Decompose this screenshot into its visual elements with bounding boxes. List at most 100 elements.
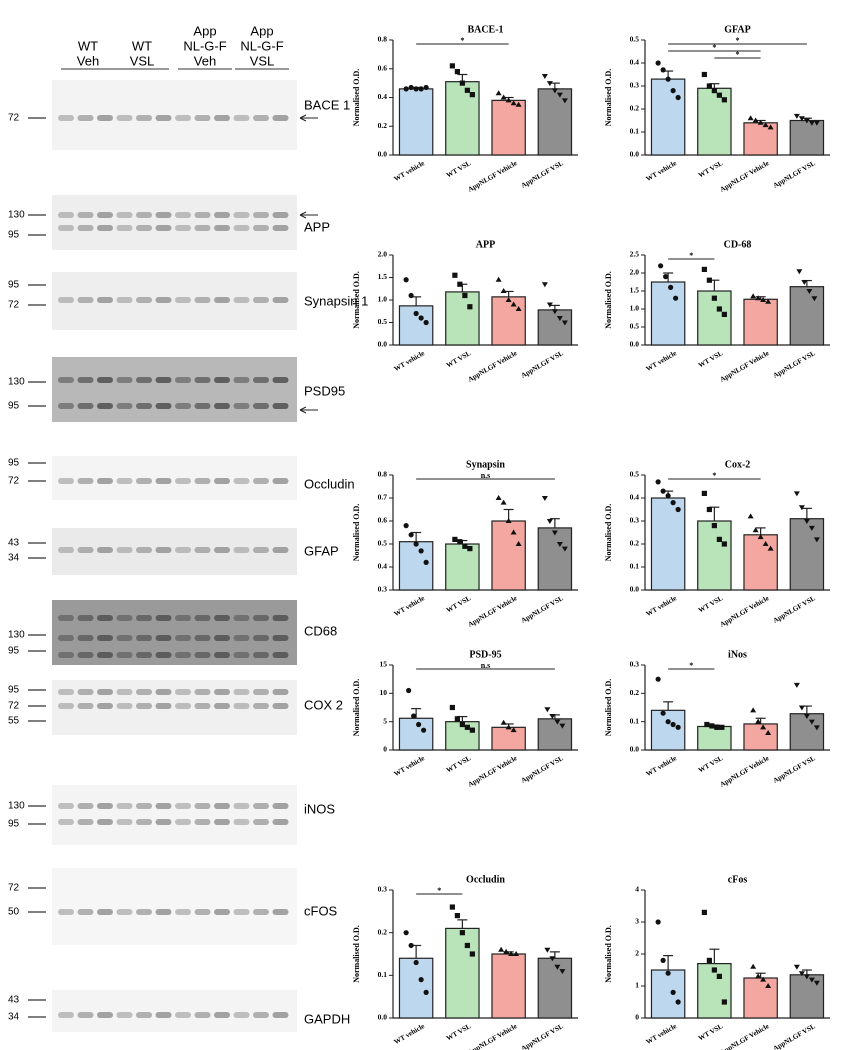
blot-band [155, 478, 172, 484]
data-point [510, 100, 517, 106]
data-point [806, 289, 813, 294]
data-point [701, 909, 707, 915]
data-point [559, 969, 566, 975]
data-point [701, 266, 707, 272]
data-point [561, 98, 568, 104]
blot-band [136, 1012, 152, 1018]
bar [697, 725, 732, 751]
blot-band [194, 615, 211, 621]
blot-band [116, 689, 133, 695]
x-tick-label: WT vehicle [645, 159, 678, 183]
data-point [801, 280, 808, 285]
bar [697, 962, 732, 1019]
blot-band [155, 377, 172, 383]
data-point [752, 527, 759, 533]
y-tick-label: 0.5 [378, 539, 388, 548]
y-axis-label: Normalised O.D. [352, 69, 361, 127]
y-tick-label: 2.0 [630, 268, 640, 277]
mw-marker-label: 43 [8, 995, 20, 1006]
blot-band [194, 115, 211, 121]
x-tick-label: WT VSL [445, 594, 472, 614]
blot-band [214, 212, 230, 218]
x-tick-label: AppNLGF Vehicle [719, 594, 771, 629]
blot-band [253, 652, 269, 658]
blot-band [175, 703, 191, 709]
data-point [660, 488, 666, 494]
chart-title: APP [476, 239, 495, 250]
data-point [457, 281, 463, 287]
blot-band [77, 652, 94, 658]
y-tick-label: 0.5 [630, 322, 640, 331]
mw-marker-label: 95 [8, 280, 20, 291]
data-point [803, 118, 810, 124]
data-point [495, 90, 502, 96]
x-tick-label: AppNLGF VSL [520, 754, 565, 785]
data-point [500, 499, 507, 505]
data-point [793, 491, 800, 497]
y-tick-label: 0.2 [378, 927, 388, 936]
y-tick-label: 0.5 [378, 317, 388, 326]
blot-label: APP [304, 219, 330, 234]
x-tick-label: AppNLGF Vehicle [467, 159, 519, 194]
y-axis-label: Normalised O.D. [604, 271, 613, 329]
data-point [505, 97, 512, 103]
blot-band [272, 297, 289, 303]
bar [398, 957, 434, 1019]
blot-band [194, 689, 211, 695]
data-point [813, 980, 820, 986]
blot-band [116, 225, 133, 231]
blot-band [97, 689, 113, 695]
blot-band [77, 478, 94, 484]
y-tick-label: 0.7 [378, 493, 388, 502]
blot-band [253, 225, 269, 231]
blot-band [272, 689, 289, 695]
x-tick-label: AppNLGF VSL [772, 754, 817, 785]
blot-band [214, 703, 230, 709]
blot-band [116, 819, 133, 825]
data-point [760, 724, 767, 730]
blot-band [175, 1012, 191, 1018]
data-point [449, 704, 455, 711]
data-point [541, 282, 548, 288]
y-tick-label: 0.0 [630, 745, 640, 754]
data-point [706, 957, 712, 963]
data-point [670, 721, 676, 728]
y-axis-label: Normalised O.D. [352, 504, 361, 562]
data-point [668, 284, 674, 290]
y-axis-label: Normalised O.D. [352, 679, 361, 737]
data-point [418, 548, 424, 554]
x-tick-label: WT VSL [445, 349, 472, 369]
y-tick-label: 0.3 [630, 81, 640, 90]
bar [445, 927, 480, 1019]
blot-band [233, 635, 250, 641]
data-point [454, 913, 460, 919]
bar [398, 88, 434, 156]
data-point [403, 86, 409, 92]
data-point [403, 277, 409, 283]
data-point [498, 946, 505, 952]
blot-label: Occludin [304, 476, 355, 491]
y-tick-label: 0.4 [630, 58, 640, 67]
blot-band [58, 803, 74, 809]
data-point [423, 319, 429, 326]
blot-band [272, 115, 289, 121]
x-tick-label: AppNLGF VSL [772, 594, 817, 625]
data-point [449, 904, 455, 910]
blot-panel: WTVehWTVSLAppNL-G-FVehAppNL-G-FVSL72BACE… [8, 23, 368, 1032]
x-tick-label: AppNLGF VSL [772, 1022, 817, 1050]
data-point [798, 116, 805, 122]
blot-band [77, 1012, 94, 1018]
blot-band [175, 377, 191, 383]
blot-band [233, 377, 250, 383]
x-tick-label: AppNLGF VSL [520, 594, 565, 625]
y-tick-label: 0.8 [378, 470, 388, 479]
blot-band [155, 652, 172, 658]
lane-group-label: VSL [250, 53, 275, 68]
mw-marker-label: 72 [8, 300, 20, 311]
blot-band [175, 689, 191, 695]
data-point [808, 719, 815, 725]
x-tick-label: AppNLGF Vehicle [719, 159, 771, 194]
blot-band [77, 547, 94, 553]
blot-label: BACE 1 [304, 97, 350, 112]
